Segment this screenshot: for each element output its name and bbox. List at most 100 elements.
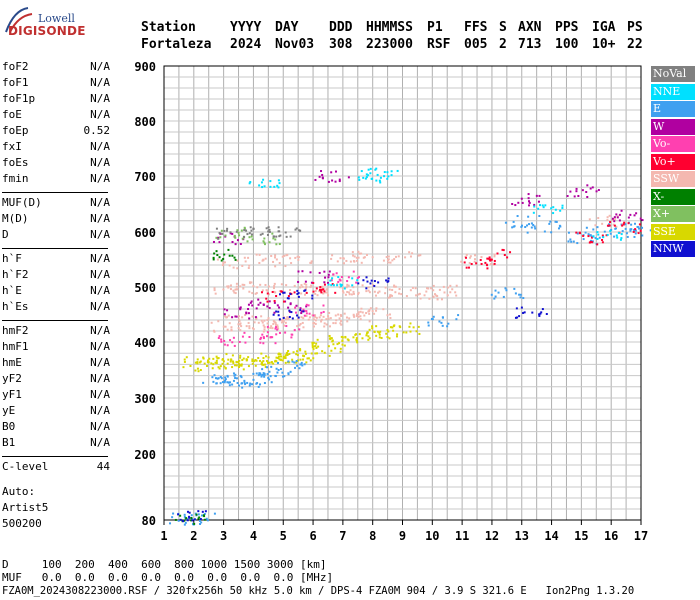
data-point-ssw — [455, 294, 458, 297]
x-tick-label: 4 — [250, 529, 257, 543]
x-tick-label: 17 — [634, 529, 648, 543]
data-point-ssw — [255, 317, 258, 320]
data-point-nnw — [518, 315, 521, 318]
data-point-ssw — [281, 319, 284, 322]
data-point-sse — [329, 337, 332, 340]
data-point-sse — [251, 358, 254, 361]
data-point-nnw — [283, 291, 286, 294]
data-point-nne — [541, 204, 544, 207]
data-point-vo+ — [266, 300, 269, 303]
data-point-vo- — [284, 331, 287, 334]
data-point-sse — [226, 362, 229, 365]
data-point-noval — [267, 230, 270, 233]
data-point-sse — [302, 358, 305, 361]
data-point-noval — [250, 229, 253, 232]
data-point-ssw — [251, 315, 254, 318]
data-point-sse — [251, 360, 254, 363]
data-point-w — [527, 193, 530, 196]
data-point-ssw — [367, 289, 370, 292]
data-point-e — [633, 222, 636, 225]
data-point-sse — [182, 366, 185, 369]
data-point-sse — [343, 344, 346, 347]
data-point-vo- — [275, 326, 278, 329]
data-point-e — [649, 229, 652, 232]
x-tick-label: 1 — [160, 529, 167, 543]
data-point-e — [233, 374, 236, 377]
data-point-ssw — [272, 287, 275, 290]
data-point-w — [278, 306, 281, 309]
data-point-e — [637, 226, 640, 229]
data-point-e — [281, 375, 284, 378]
data-point-e — [216, 377, 219, 380]
data-point-w — [300, 310, 303, 313]
data-point-vo- — [220, 340, 223, 343]
data-point-sse — [261, 361, 264, 364]
data-point-ssw — [267, 285, 270, 288]
data-point-ssw — [442, 285, 445, 288]
data-point-vo- — [262, 336, 265, 339]
data-point-vo- — [307, 304, 310, 307]
data-point-noval — [250, 233, 253, 236]
data-point-sse — [202, 357, 205, 360]
data-point-nne — [369, 167, 372, 170]
data-point-e — [171, 516, 174, 519]
data-point-w — [262, 303, 265, 306]
data-point-sse — [281, 359, 284, 362]
data-point-w — [591, 186, 594, 189]
data-point-w — [257, 303, 260, 306]
data-point-ssw — [368, 308, 371, 311]
data-point-w — [239, 243, 242, 246]
data-point-e — [533, 225, 536, 228]
data-point-x- — [195, 513, 198, 516]
data-point-x- — [212, 258, 215, 261]
data-point-nnw — [538, 314, 541, 317]
data-point-nne — [559, 209, 562, 212]
data-point-w — [535, 194, 538, 197]
data-point-sse — [245, 359, 248, 362]
data-point-ssw — [224, 325, 227, 328]
data-point-w — [229, 232, 232, 235]
data-point-sse — [347, 339, 350, 342]
data-point-nnw — [377, 281, 380, 284]
data-point-ssw — [289, 289, 292, 292]
data-point-sse — [417, 325, 420, 328]
data-point-sse — [196, 358, 199, 361]
data-point-nne — [367, 168, 370, 171]
data-point-sse — [315, 346, 318, 349]
legend-item: NNW — [651, 241, 695, 257]
header-line1-cell: DDD — [329, 20, 353, 35]
data-point-ssw — [222, 261, 225, 264]
data-point-w — [295, 304, 298, 307]
parameter-row: B0 N/A — [2, 420, 110, 433]
footer-muf-row: MUF 0.0 0.0 0.0 0.0 0.0 0.0 0.0 0.0 [MHz… — [2, 571, 334, 584]
data-point-sse — [225, 353, 228, 356]
data-point-nnw — [311, 294, 314, 297]
data-point-ssw — [320, 320, 323, 323]
data-point-noval — [246, 233, 249, 236]
data-point-sse — [280, 355, 283, 358]
x-tick-label: 7 — [339, 529, 346, 543]
data-point-vo- — [266, 325, 269, 328]
data-point-sse — [199, 369, 202, 372]
data-point-e — [184, 521, 187, 524]
data-point-sse — [365, 334, 368, 337]
data-point-ssw — [299, 286, 302, 289]
data-point-w — [585, 190, 588, 193]
data-point-noval — [229, 231, 232, 234]
data-point-sse — [284, 357, 287, 360]
data-point-ssw — [311, 314, 314, 317]
parameter-value: N/A — [90, 404, 110, 417]
data-point-e — [212, 380, 215, 383]
data-point-ssw — [312, 318, 315, 321]
data-point-w — [338, 180, 341, 183]
data-point-ssw — [601, 222, 604, 225]
data-point-ssw — [271, 327, 274, 330]
data-point-nne — [383, 171, 386, 174]
data-point-e — [634, 232, 637, 235]
data-point-e — [430, 317, 433, 320]
data-point-ssw — [289, 257, 292, 260]
data-point-vo- — [335, 272, 338, 275]
data-point-ssw — [238, 320, 241, 323]
data-point-e — [502, 295, 505, 298]
data-point-e — [427, 321, 430, 324]
